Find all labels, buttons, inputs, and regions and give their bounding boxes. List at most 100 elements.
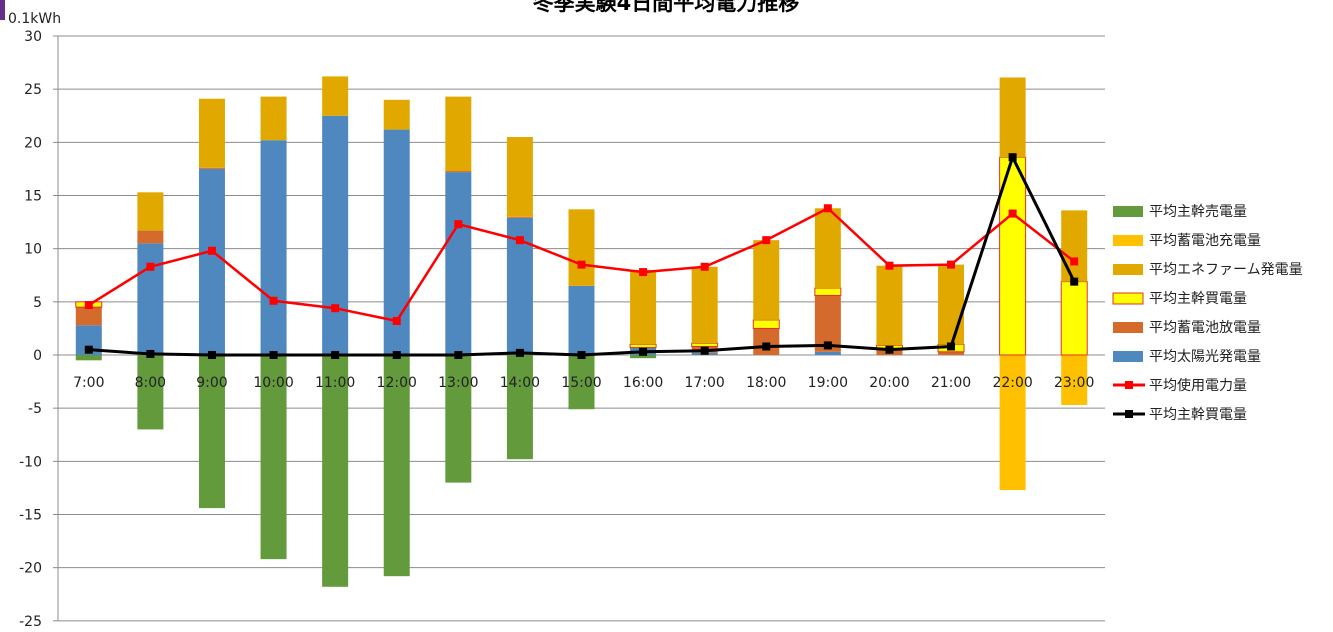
series-point	[1070, 257, 1079, 266]
legend-label: 平均主幹買電量	[1149, 406, 1247, 423]
y-tick-label: 5	[33, 295, 42, 311]
series-point	[146, 349, 155, 358]
bar-segment	[260, 140, 287, 355]
legend-swatch	[1113, 264, 1143, 275]
y-tick-label: 10	[24, 242, 42, 258]
series-point	[454, 220, 463, 229]
x-tick-label: 21:00	[931, 375, 971, 391]
series-point	[392, 316, 401, 325]
y-tick-label: -10	[19, 454, 42, 470]
bar-segment	[1061, 355, 1088, 405]
bar-segment	[445, 96, 472, 172]
bar-segment	[568, 209, 595, 286]
series-point	[146, 262, 155, 271]
chart-title: 冬季実験4日間平均電力推移	[533, 0, 800, 15]
legend-swatch	[1113, 351, 1143, 362]
series-point	[823, 341, 832, 350]
bar-segment	[322, 76, 349, 116]
series-point	[577, 351, 586, 359]
series-point	[947, 342, 956, 351]
legend-marker	[1125, 410, 1133, 418]
bars-layer	[75, 76, 1088, 587]
y-tick-label: -15	[19, 508, 42, 524]
bar-segment	[753, 240, 780, 320]
bar-segment	[383, 99, 410, 130]
legend-label: 平均主幹買電量	[1149, 290, 1247, 307]
legend-label: 平均蓄電池放電量	[1149, 320, 1261, 336]
series-point	[269, 351, 278, 359]
series-point	[700, 262, 709, 271]
legend-swatch	[1113, 235, 1143, 246]
legend-swatch	[1112, 292, 1144, 305]
legend-label: 平均エネファーム発電量	[1149, 262, 1303, 278]
bar-segment	[876, 265, 903, 346]
x-tick-label: 7:00	[73, 375, 104, 391]
x-tick-label: 11:00	[315, 375, 355, 391]
series-point	[515, 348, 524, 357]
bar-segment	[198, 168, 225, 355]
lines-layer	[84, 153, 1079, 359]
series-point	[331, 351, 340, 359]
series-point	[885, 345, 894, 354]
y-tick-label: 30	[24, 29, 42, 45]
bar-segment	[260, 355, 287, 560]
bar-segment	[999, 156, 1027, 356]
bar-segment	[383, 355, 410, 577]
x-tick-label: 8:00	[135, 375, 166, 391]
legend-swatch	[1113, 206, 1143, 217]
x-tick-label: 20:00	[869, 375, 909, 391]
series-point	[577, 260, 586, 269]
series-point	[823, 204, 832, 213]
ticks-layer: 30 25 20 15 10 5 0 -5 -10 -15 -20 -25 7:00 8:00 9:00 10…	[19, 29, 1094, 630]
series-point	[84, 301, 93, 310]
x-tick-label: 17:00	[684, 375, 724, 391]
bar-segment	[506, 137, 533, 217]
y-tick-label: 15	[24, 189, 42, 205]
x-tick-label: 19:00	[808, 375, 848, 391]
series-point	[762, 342, 771, 351]
bar-segment	[691, 266, 718, 344]
bar-segment	[938, 264, 965, 345]
bar-segment	[629, 343, 657, 349]
bar-segment	[75, 355, 102, 361]
bar-segment	[506, 216, 533, 218]
y-tick-label: 25	[24, 82, 42, 98]
legend-label: 平均蓄電池充電量	[1149, 233, 1261, 249]
series-point	[331, 304, 340, 313]
x-tick-label: 18:00	[746, 375, 786, 391]
y-tick-label: -20	[19, 561, 42, 577]
series-point	[1008, 209, 1017, 218]
series-point	[639, 268, 648, 277]
bar-segment	[691, 342, 719, 347]
bar-segment	[445, 172, 472, 355]
bar-segment	[999, 77, 1026, 158]
bar-segment	[137, 192, 164, 231]
bar-segment	[198, 355, 225, 509]
series-point	[454, 351, 463, 359]
x-tick-label: 22:00	[992, 375, 1032, 391]
x-tick-label: 15:00	[561, 375, 601, 391]
bar-segment	[445, 171, 472, 173]
bar-segment	[137, 230, 164, 244]
legend-label: 平均使用電力量	[1149, 377, 1247, 394]
series-point	[885, 261, 894, 270]
y-axis-unit-label: 0.1kWh	[8, 11, 61, 27]
bar-segment	[814, 287, 842, 296]
bar-segment	[137, 243, 164, 355]
series-point	[1070, 277, 1079, 286]
x-tick-label: 9:00	[196, 375, 227, 391]
series-point	[84, 345, 93, 354]
x-tick-label: 16:00	[623, 375, 663, 391]
legend: 平均主幹売電量平均蓄電池充電量平均エネファーム発電量平均主幹買電量平均蓄電池放電…	[1112, 203, 1303, 423]
series-point	[392, 351, 401, 359]
y-tick-label: 0	[33, 348, 42, 364]
legend-label: 平均太陽光発電量	[1149, 349, 1261, 365]
legend-label: 平均主幹売電量	[1149, 203, 1247, 220]
bar-segment	[445, 355, 472, 483]
y-tick-label: 20	[24, 135, 42, 151]
bar-segment	[999, 355, 1026, 491]
x-tick-label: 23:00	[1054, 375, 1094, 391]
series-point	[762, 236, 771, 245]
